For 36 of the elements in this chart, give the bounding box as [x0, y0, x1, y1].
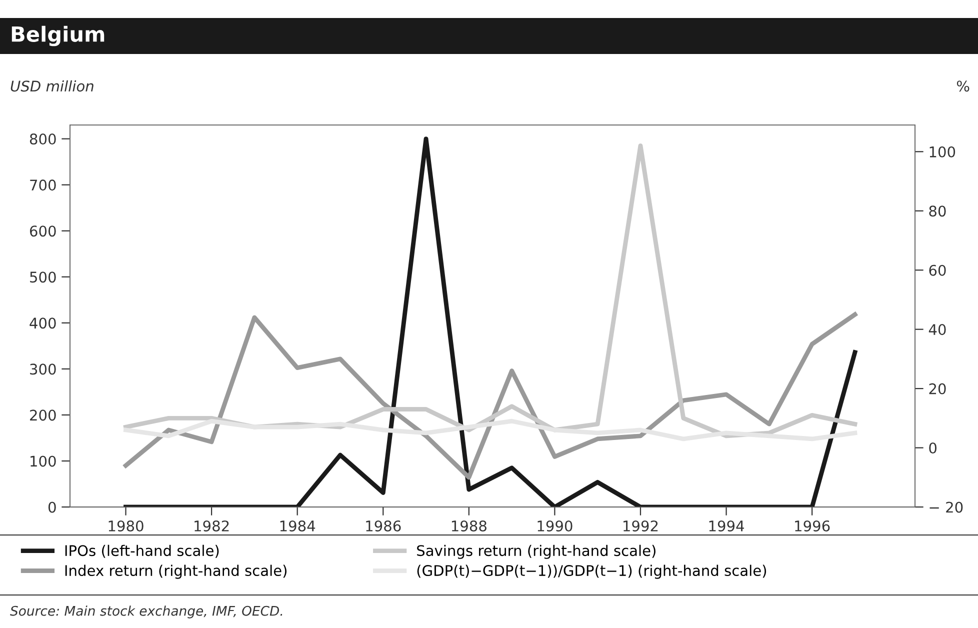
y2-tick-label: 0 [929, 442, 937, 454]
y-tick-label: 400 [30, 318, 56, 329]
x-tick-label: 1982 [194, 520, 229, 532]
x-tick-label: 1992 [624, 520, 658, 532]
legend-label: Savings return (right-hand scale) [417, 544, 656, 559]
y2-tick-label: 60 [929, 264, 946, 276]
legend-label: Index return (right-hand scale) [65, 564, 287, 579]
y-tick-label: 500 [30, 272, 56, 283]
y2-tick-label: 80 [929, 206, 946, 217]
y-axis-title: USD million [10, 80, 94, 92]
y-tick-label: 100 [30, 456, 56, 467]
y2-axis-title: % [956, 80, 970, 92]
y-tick-label: 800 [30, 134, 56, 145]
y-tick-label: 600 [30, 226, 56, 237]
x-tick-label: 1990 [538, 520, 572, 532]
source-note: Source: Main stock exchange, IMF, OECD. [10, 606, 282, 618]
x-tick-label: 1996 [795, 520, 830, 532]
line-series [124, 136, 858, 507]
x-tick-label: 1994 [709, 520, 744, 532]
y2-tick-label: 40 [928, 324, 946, 336]
y-tick-label: 200 [30, 410, 56, 421]
x-tick-label: 1988 [452, 520, 486, 532]
y2-tick-label: − 20 [930, 502, 963, 513]
y-tick-label: 300 [30, 364, 56, 375]
x-tick-label: 1986 [366, 520, 401, 532]
x-tick-label: 1984 [280, 520, 316, 532]
x-tick-label: 1980 [108, 520, 144, 532]
y-tick-label: 700 [30, 180, 56, 191]
chart-title: Belgium [12, 26, 104, 46]
legend-label: (GDP(t)−GDP(t−1))/GDP(t−1) (right-hand scale) [417, 564, 766, 579]
y-tick-label: 0 [48, 502, 56, 513]
legend-label: IPOs (left-hand scale) [65, 544, 219, 558]
line-series [124, 312, 858, 480]
y2-tick-label: 100 [930, 146, 956, 158]
y2-tick-label: 20 [929, 383, 946, 394]
line-series [124, 418, 858, 442]
